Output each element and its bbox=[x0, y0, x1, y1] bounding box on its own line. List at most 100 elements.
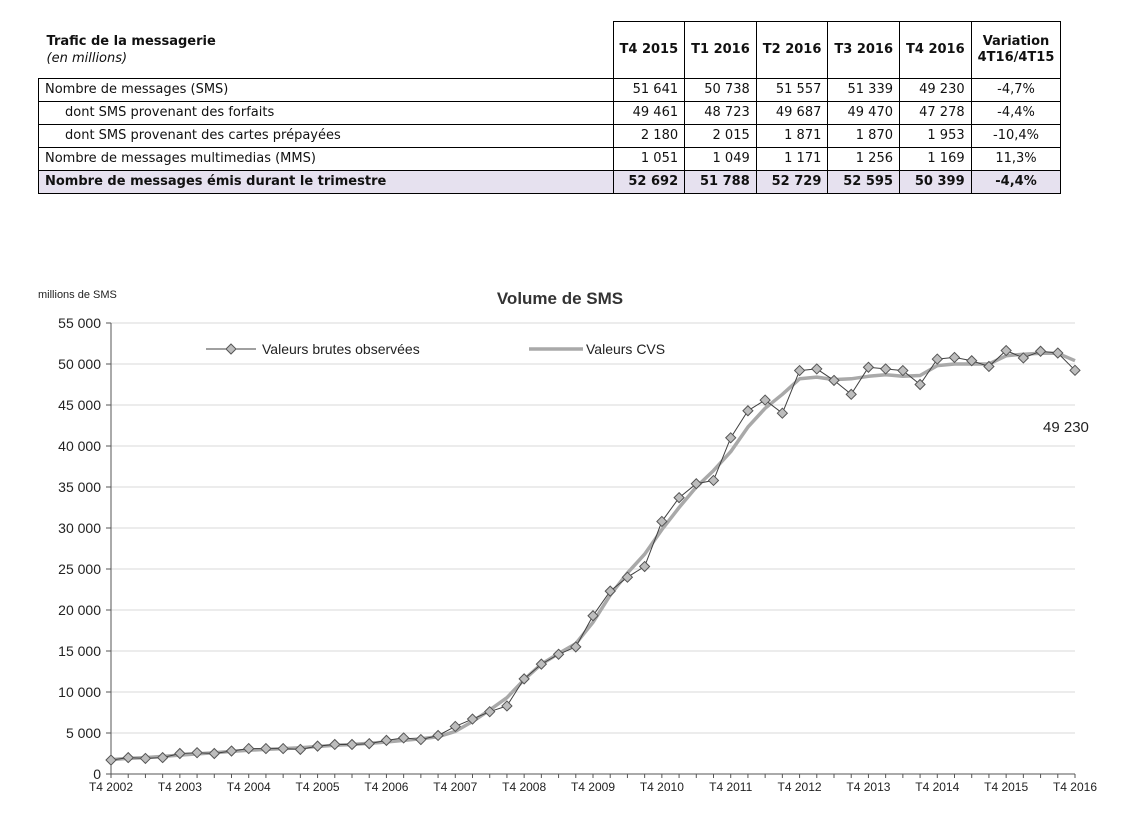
x-tick-label: T4 2006 bbox=[364, 780, 408, 794]
data-point-marker bbox=[1000, 344, 1012, 357]
table-row: dont SMS provenant des cartes prépayées 2… bbox=[38, 123, 1062, 148]
sms-line-chart: millions de SMS Volume de SMS 0 5 000 10 0… bbox=[38, 289, 1097, 794]
row-value: 51 788 bbox=[684, 169, 757, 194]
table-total-row: Nombre de messages émis durant le trimes… bbox=[38, 169, 1062, 194]
data-point-marker bbox=[759, 394, 771, 406]
data-point-marker bbox=[828, 374, 840, 387]
column-header: T4 2015 bbox=[612, 21, 686, 79]
row-value: 52 595 bbox=[827, 169, 900, 194]
data-point-marker bbox=[518, 673, 530, 685]
row-label: dont SMS provenant des forfaits bbox=[38, 100, 614, 125]
row-variation: -10,4% bbox=[970, 123, 1062, 148]
data-point-marker bbox=[122, 751, 134, 764]
data-point-marker bbox=[931, 353, 943, 365]
row-variation: -4,4% bbox=[970, 100, 1062, 125]
data-point-marker bbox=[432, 729, 444, 742]
row-value: 1 953 bbox=[899, 123, 972, 148]
table-row: Nombre de messages multimedias (MMS) 1 05… bbox=[38, 146, 1062, 171]
data-point-marker bbox=[415, 733, 427, 746]
row-value: 1 871 bbox=[755, 123, 829, 148]
data-point-marker bbox=[793, 364, 806, 377]
column-header: T3 2016 bbox=[827, 21, 900, 79]
row-value: 1 870 bbox=[827, 123, 900, 148]
x-tick-label: T4 2007 bbox=[433, 780, 477, 794]
data-point-marker bbox=[1052, 347, 1064, 359]
x-tick-label: T4 2015 bbox=[984, 780, 1028, 794]
data-point-marker bbox=[329, 738, 341, 751]
row-value: 47 278 bbox=[899, 100, 972, 125]
row-value: 52 692 bbox=[612, 169, 686, 194]
chart-title: Volume de SMS bbox=[497, 289, 623, 308]
data-point-marker bbox=[656, 515, 668, 528]
y-tick-label: 0 bbox=[93, 766, 101, 782]
column-header: T4 2016 bbox=[899, 21, 972, 79]
data-point-marker bbox=[966, 355, 978, 367]
variation-header: Variation 4T16/4T15 bbox=[970, 21, 1062, 79]
data-point-marker bbox=[742, 405, 754, 417]
data-point-marker bbox=[552, 648, 565, 660]
data-point-marker bbox=[294, 743, 307, 756]
row-value: 51 557 bbox=[755, 77, 829, 102]
row-variation: -4,4% bbox=[970, 169, 1062, 194]
legend-label-cvs: Valeurs CVS bbox=[586, 341, 665, 357]
last-value-annotation: 49 230 bbox=[1043, 419, 1089, 436]
data-point-marker bbox=[501, 700, 513, 712]
y-tick-label: 50 000 bbox=[58, 356, 101, 372]
data-point-marker bbox=[260, 742, 272, 755]
column-header: T2 2016 bbox=[755, 21, 829, 79]
data-point-marker bbox=[346, 738, 358, 751]
data-point-marker bbox=[191, 746, 203, 759]
row-value: 1 256 bbox=[827, 146, 900, 171]
y-tick-label: 55 000 bbox=[58, 315, 101, 331]
row-value: 51 339 bbox=[827, 77, 900, 102]
data-point-marker bbox=[380, 734, 393, 747]
y-tick-label: 10 000 bbox=[58, 684, 101, 700]
row-variation: 11,3% bbox=[970, 146, 1062, 171]
row-value: 49 230 bbox=[899, 77, 972, 102]
x-tick-label: T4 2005 bbox=[296, 780, 340, 794]
data-point-marker bbox=[673, 491, 685, 504]
data-point-marker bbox=[225, 745, 238, 757]
row-value: 52 729 bbox=[755, 169, 829, 194]
row-value: 49 461 bbox=[612, 100, 686, 125]
row-value: 49 470 bbox=[827, 100, 900, 125]
data-point-marker bbox=[621, 571, 634, 583]
row-value: 1 051 bbox=[612, 146, 686, 171]
data-point-marker bbox=[862, 361, 875, 373]
data-point-marker bbox=[535, 658, 548, 670]
data-point-marker bbox=[690, 478, 702, 490]
data-point-marker bbox=[725, 432, 737, 444]
data-point-marker bbox=[1069, 364, 1081, 377]
row-value: 50 399 bbox=[899, 169, 972, 194]
table-row: dont SMS provenant des forfaits 49 461 48 … bbox=[38, 100, 1062, 125]
data-point-marker bbox=[363, 737, 375, 750]
traffic-table: Trafic de la messagerie (en millions) T4… bbox=[38, 21, 1062, 194]
data-point-marker bbox=[208, 747, 220, 760]
row-label: Nombre de messages (SMS) bbox=[38, 77, 614, 102]
legend-marker-raw bbox=[225, 343, 237, 355]
x-tick-label: T4 2016 bbox=[1053, 780, 1097, 794]
x-tick-label: T4 2013 bbox=[846, 780, 890, 794]
row-label: dont SMS provenant des cartes prépayées bbox=[38, 123, 614, 148]
column-header: T1 2016 bbox=[684, 21, 757, 79]
table-title-cell: Trafic de la messagerie (en millions) bbox=[39, 22, 614, 79]
chart-series bbox=[105, 344, 1081, 766]
x-tick-label: T4 2009 bbox=[571, 780, 615, 794]
y-tick-label: 25 000 bbox=[58, 561, 101, 577]
data-point-marker bbox=[948, 351, 961, 364]
table-body: Nombre de messages (SMS) 51 641 50 738 51 5… bbox=[38, 77, 1062, 194]
data-point-marker bbox=[1017, 352, 1030, 364]
data-point-marker bbox=[174, 747, 186, 760]
row-value: 51 641 bbox=[612, 77, 686, 102]
table-row: Nombre de messages (SMS) 51 641 50 738 51 5… bbox=[38, 77, 1062, 102]
series-line-cvs bbox=[110, 351, 1076, 762]
data-point-marker bbox=[587, 610, 599, 622]
x-tick-label: T4 2012 bbox=[778, 780, 822, 794]
row-value: 2 180 bbox=[612, 123, 686, 148]
data-point-marker bbox=[570, 641, 582, 653]
data-point-marker bbox=[311, 740, 324, 752]
y-tick-label: 15 000 bbox=[58, 643, 101, 659]
x-tick-label: T4 2011 bbox=[709, 780, 752, 794]
data-point-marker bbox=[914, 378, 926, 391]
data-point-marker bbox=[243, 742, 255, 755]
